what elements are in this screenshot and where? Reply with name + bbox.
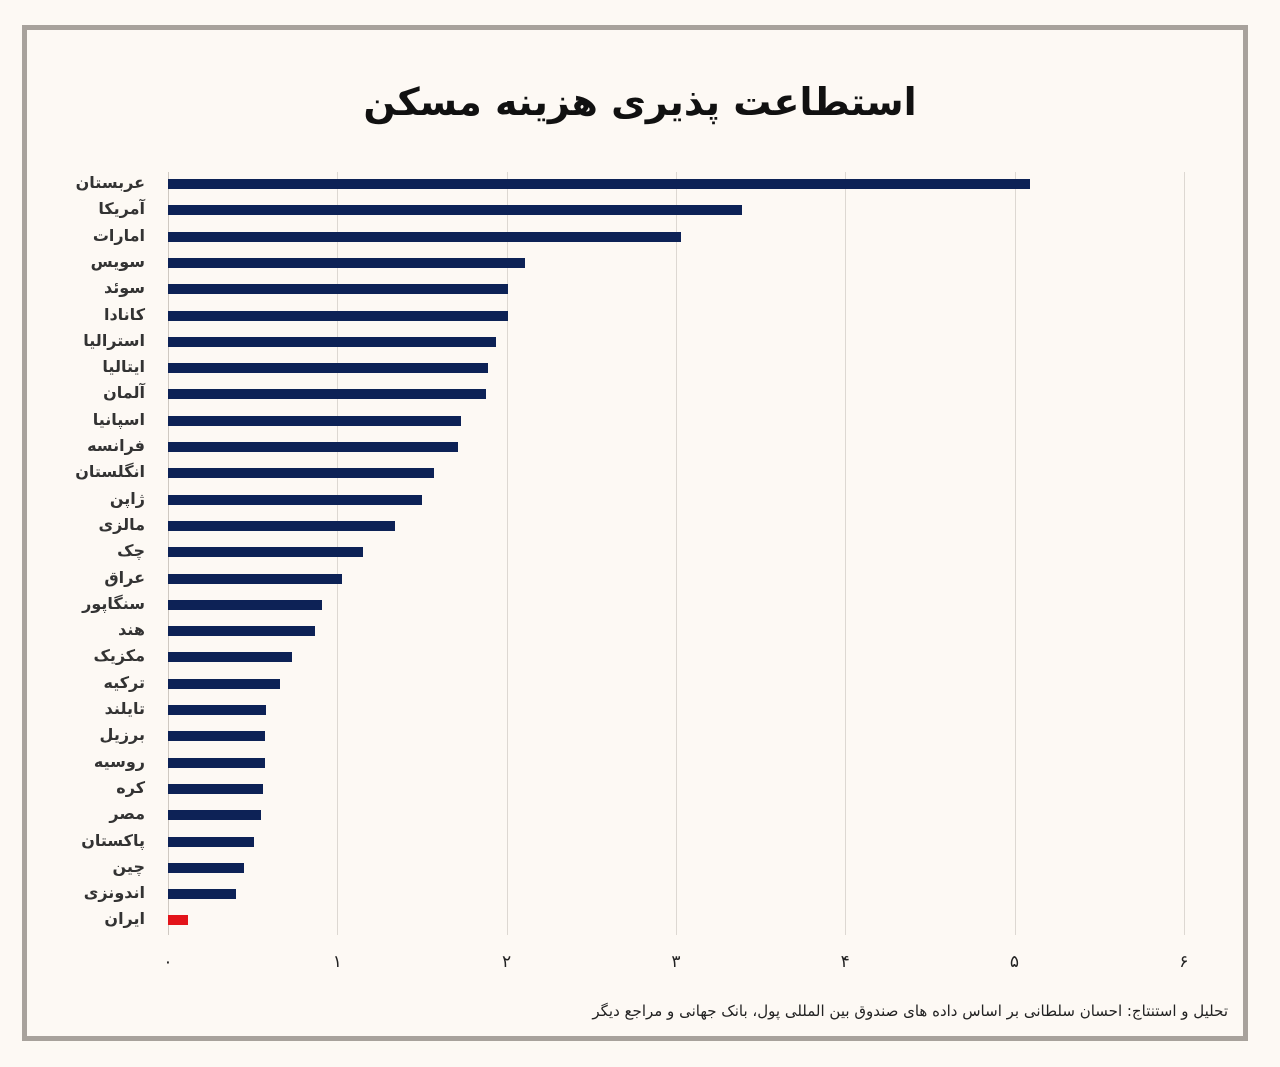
category-label: کانادا bbox=[103, 304, 145, 324]
bar bbox=[168, 389, 487, 400]
bar bbox=[168, 547, 363, 558]
bar bbox=[168, 494, 422, 505]
category-label: عراق bbox=[104, 567, 145, 587]
bar bbox=[168, 257, 526, 268]
category-label: آمریکا bbox=[98, 199, 145, 219]
bar bbox=[168, 520, 395, 531]
category-label: هند bbox=[118, 620, 145, 640]
bar bbox=[168, 915, 189, 926]
bar bbox=[168, 442, 458, 452]
bar bbox=[168, 573, 343, 584]
x-tick-label: ۱ bbox=[332, 952, 342, 972]
bar bbox=[168, 336, 497, 347]
category-label: اندونزی bbox=[83, 883, 145, 903]
category-label: استرالیا bbox=[83, 330, 145, 350]
category-label: پاکستان bbox=[81, 830, 145, 850]
category-label: ترکیه bbox=[103, 672, 146, 692]
bar bbox=[168, 889, 236, 900]
bar bbox=[168, 731, 265, 742]
category-label: ایتالیا bbox=[102, 357, 145, 377]
category-label: چک bbox=[117, 541, 145, 561]
bar bbox=[168, 783, 263, 794]
category-label: آلمان bbox=[103, 383, 145, 403]
bar bbox=[168, 836, 255, 847]
category-label: برزیل bbox=[99, 725, 145, 745]
category-label: ایران bbox=[104, 909, 145, 929]
bar bbox=[168, 652, 292, 663]
x-tick-label: ۴ bbox=[840, 952, 850, 972]
x-tick-label: ۲ bbox=[502, 952, 512, 972]
category-label: چین bbox=[112, 856, 145, 876]
chart-title: استطاعت پذیری هزینه مسکن bbox=[363, 80, 917, 124]
x-tick-label: ۶ bbox=[1179, 952, 1189, 972]
bar bbox=[168, 415, 461, 426]
category-label: سنگاپور bbox=[82, 593, 145, 613]
bar bbox=[168, 363, 488, 374]
category-label: سوئد bbox=[103, 278, 145, 298]
bar bbox=[168, 810, 262, 821]
category-label: فرانسه bbox=[87, 436, 145, 455]
bar bbox=[168, 231, 681, 242]
category-label: کره bbox=[116, 777, 145, 797]
category-label: مکزیک bbox=[93, 646, 145, 666]
bar bbox=[168, 205, 742, 216]
gridline bbox=[1014, 172, 1016, 935]
bar bbox=[168, 599, 323, 610]
category-label: اسپانیا bbox=[92, 409, 145, 429]
bar bbox=[168, 678, 280, 689]
bar bbox=[168, 862, 245, 873]
gridline bbox=[506, 172, 508, 935]
bar bbox=[168, 179, 1030, 189]
category-label: مصر bbox=[109, 804, 145, 824]
gridline bbox=[845, 172, 847, 935]
bar bbox=[168, 468, 434, 479]
source-note: تحلیل و استنتاج: احسان سلطانی بر اساس دا… bbox=[592, 1002, 1228, 1020]
category-label: ژاپن bbox=[109, 488, 145, 508]
bar bbox=[168, 310, 509, 321]
x-tick-label: ۰ bbox=[163, 952, 173, 972]
bar bbox=[168, 757, 265, 768]
category-label: مالزی bbox=[98, 514, 145, 534]
category-label: امارات bbox=[92, 225, 145, 245]
x-tick-label: ۳ bbox=[671, 952, 681, 972]
category-label: روسیه bbox=[93, 751, 145, 771]
bar bbox=[168, 705, 267, 715]
category-label: عربستان bbox=[75, 173, 145, 192]
x-tick-label: ۵ bbox=[1009, 952, 1020, 972]
category-label: سویس bbox=[90, 251, 145, 271]
bar bbox=[168, 284, 509, 295]
category-label: انگلستان bbox=[75, 462, 145, 482]
gridline bbox=[1183, 172, 1185, 935]
gridline bbox=[675, 172, 677, 935]
bar bbox=[168, 626, 316, 637]
category-label: تایلند bbox=[104, 699, 145, 718]
